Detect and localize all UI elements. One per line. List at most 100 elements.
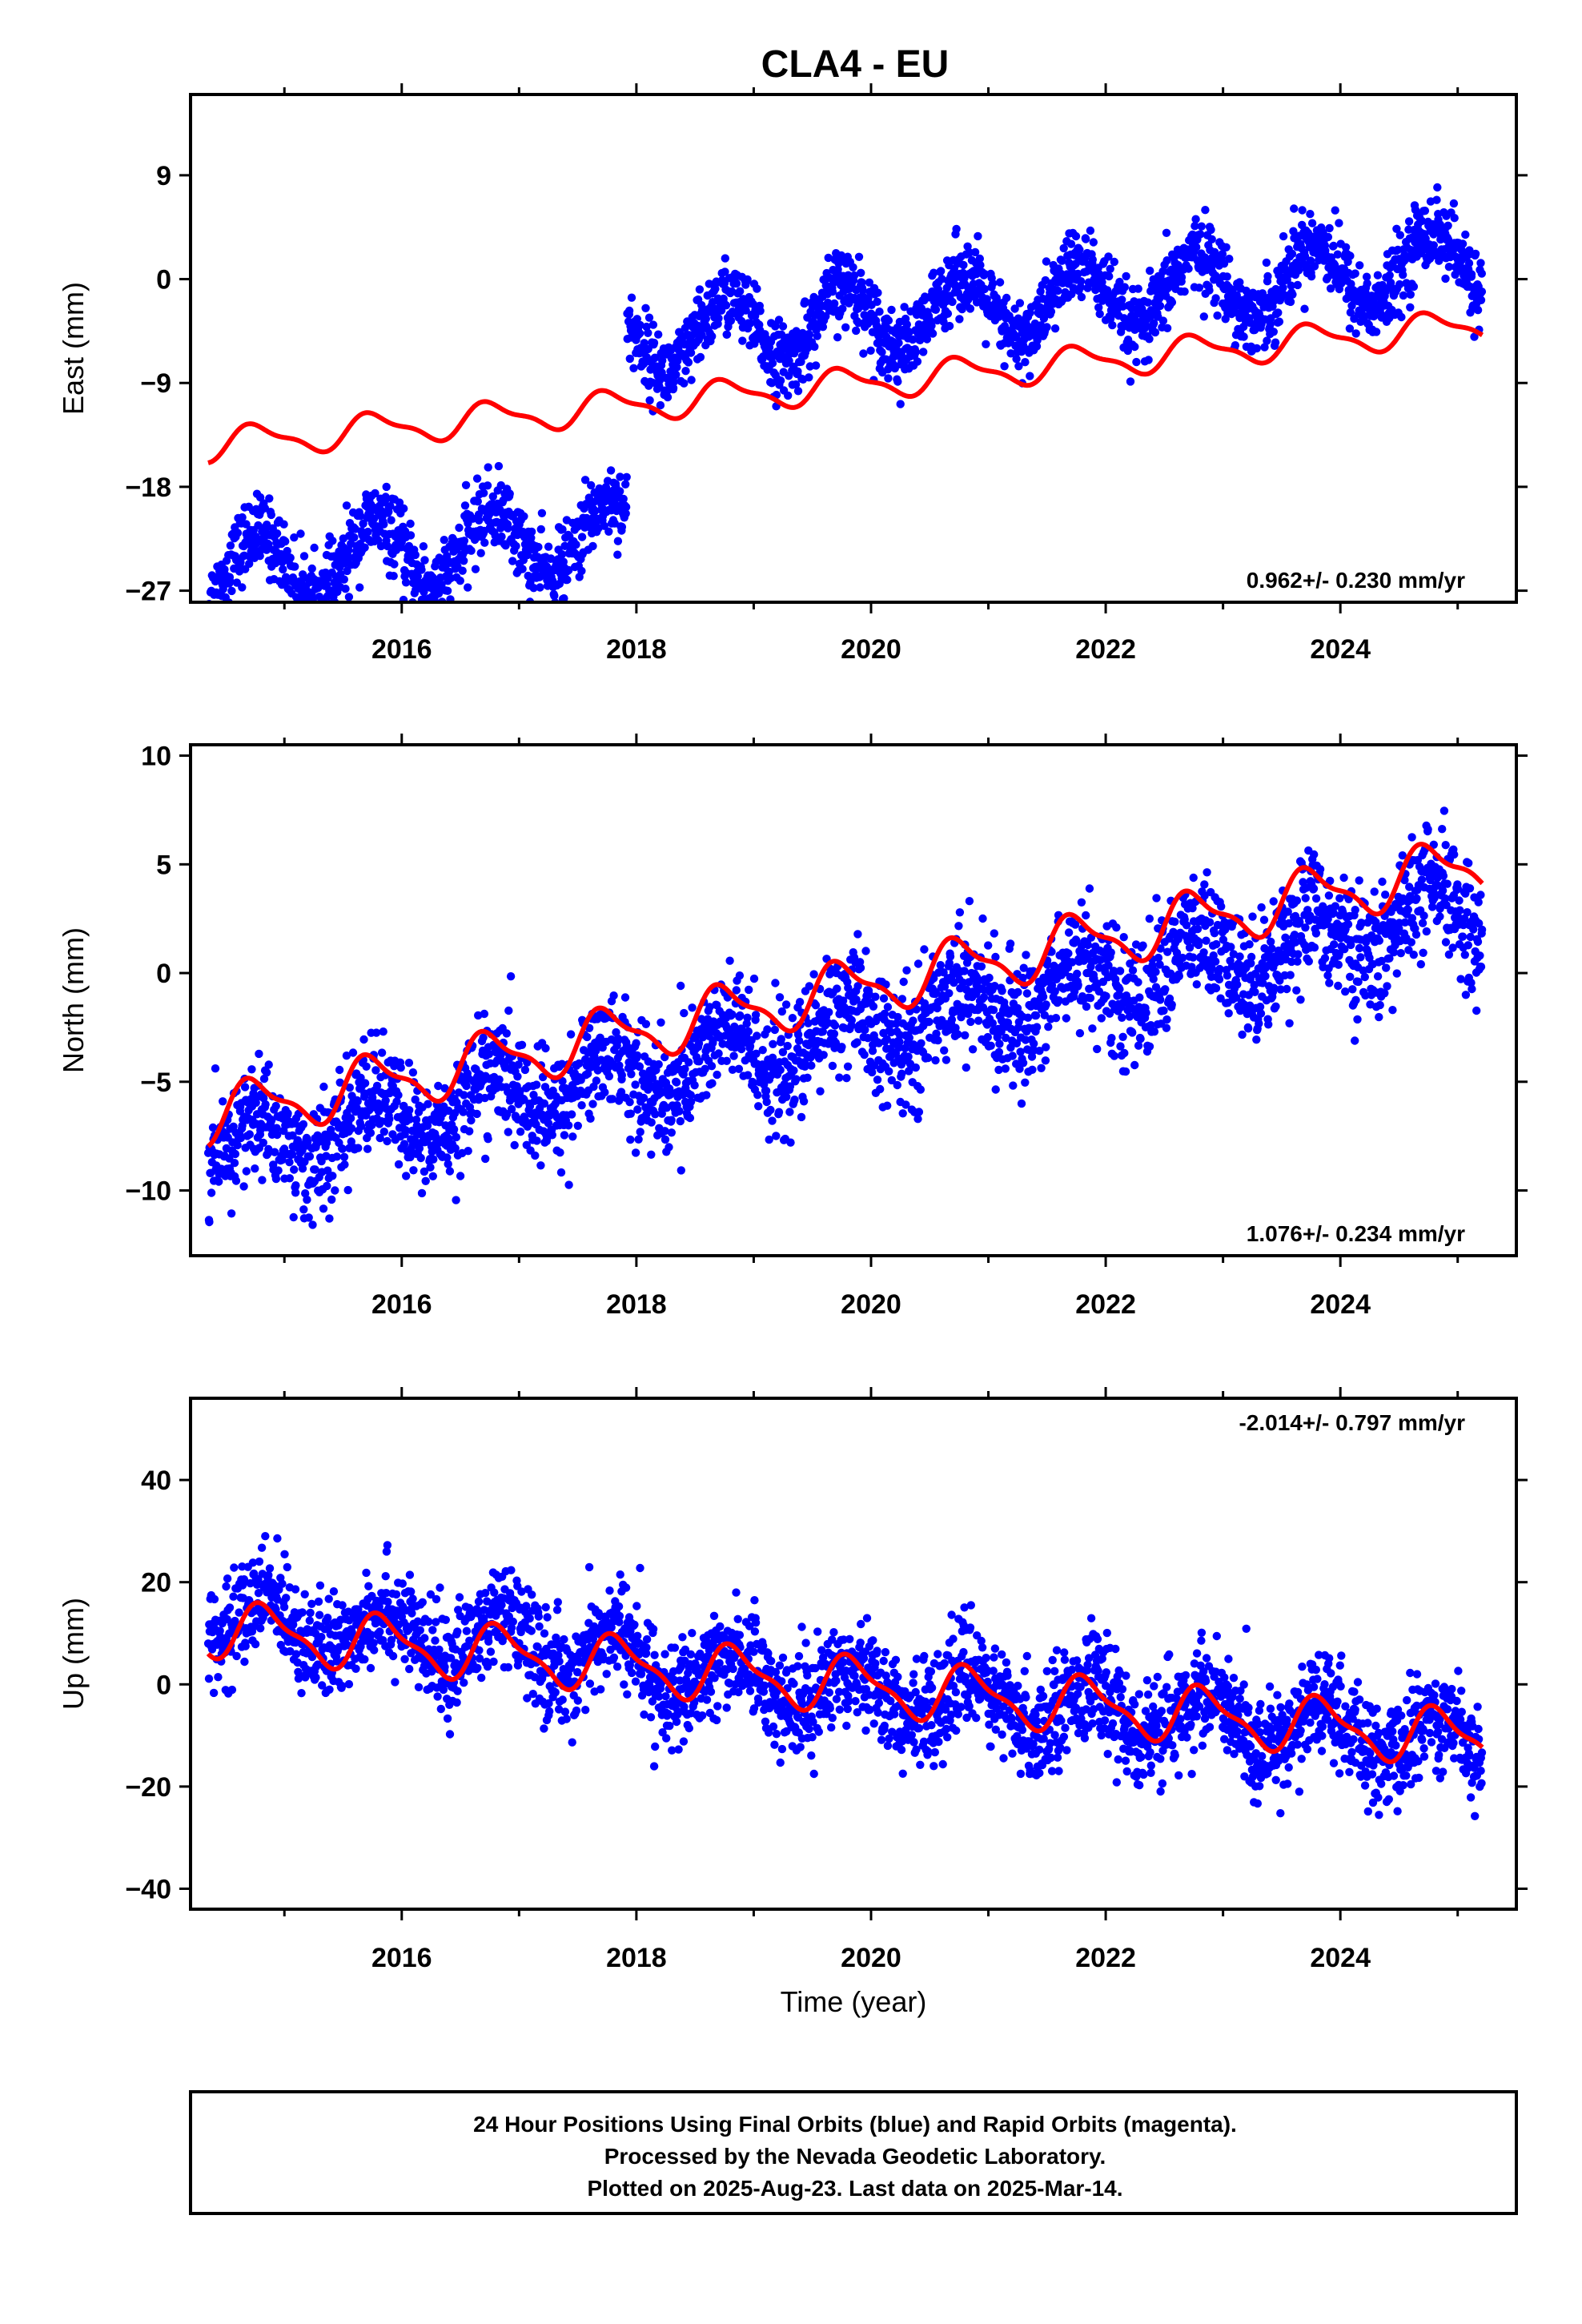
data-point (1162, 324, 1172, 332)
data-point (377, 1048, 387, 1057)
data-point (1158, 316, 1168, 325)
data-point (480, 538, 489, 547)
data-point (1307, 219, 1317, 227)
data-point (1268, 302, 1277, 311)
data-point (721, 301, 731, 310)
data-point (688, 1003, 697, 1012)
data-point (1019, 963, 1028, 972)
data-point (505, 489, 514, 498)
data-point (1163, 947, 1172, 956)
data-point (272, 529, 282, 538)
data-point (456, 1172, 465, 1180)
data-point (449, 1125, 459, 1134)
data-point (1102, 991, 1110, 1001)
data-point (1385, 271, 1394, 279)
data-point (1158, 267, 1167, 275)
data-point (360, 1079, 370, 1088)
data-point (1106, 948, 1115, 957)
data-point (1077, 292, 1086, 302)
data-point (833, 984, 841, 993)
data-point (1290, 204, 1299, 213)
data-point (372, 1081, 382, 1091)
data-point (1406, 303, 1415, 312)
data-point (763, 1025, 772, 1034)
data-point (1085, 884, 1094, 893)
data-point (1021, 358, 1030, 367)
data-point (296, 529, 305, 538)
data-point (1022, 989, 1032, 998)
data-point (451, 1144, 460, 1153)
data-point (347, 1124, 356, 1133)
data-point (1073, 969, 1082, 979)
data-point (1132, 357, 1141, 367)
data-point (1082, 911, 1090, 920)
data-point (1341, 243, 1351, 251)
data-point (459, 1108, 468, 1116)
data-point (544, 1119, 553, 1128)
data-point (621, 509, 630, 518)
data-point (1197, 222, 1207, 231)
data-point (667, 1116, 676, 1124)
data-point (1075, 245, 1084, 254)
data-point (990, 982, 999, 991)
data-point (736, 287, 745, 296)
data-point (1023, 1013, 1033, 1023)
data-point (420, 556, 429, 565)
data-point (1444, 263, 1454, 271)
data-point (728, 1065, 737, 1075)
data-point (1235, 278, 1244, 287)
data-point (853, 1038, 861, 1047)
data-point (1347, 301, 1356, 310)
data-point (945, 321, 954, 331)
data-point (1363, 279, 1371, 288)
data-point (411, 550, 420, 560)
data-point (1028, 1065, 1037, 1075)
data-point (883, 1101, 892, 1110)
data-point (833, 333, 842, 342)
data-point (617, 1071, 626, 1080)
data-point (356, 512, 365, 521)
data-point (368, 1093, 377, 1102)
data-point (897, 995, 907, 1003)
data-point (281, 537, 290, 546)
data-point (536, 583, 544, 592)
data-point (617, 522, 627, 532)
data-point (669, 377, 679, 386)
data-point (989, 1006, 998, 1015)
data-point (661, 1127, 669, 1136)
data-point (917, 304, 926, 313)
data-point (1287, 281, 1295, 290)
data-point (460, 1091, 468, 1100)
data-point (480, 1009, 489, 1019)
data-point (737, 1044, 746, 1054)
data-point (1064, 928, 1074, 937)
data-point (649, 338, 659, 348)
data-point (1167, 1000, 1176, 1009)
data-point (861, 1025, 869, 1035)
data-point (922, 335, 932, 344)
data-point (1279, 231, 1288, 241)
data-point (271, 1101, 280, 1111)
data-point (1006, 349, 1015, 358)
data-point (1050, 987, 1059, 996)
data-point (909, 1016, 917, 1025)
data-point (894, 339, 903, 348)
data-point (672, 370, 681, 380)
data-point (1473, 306, 1483, 315)
data-point (616, 487, 624, 496)
data-point (345, 1083, 354, 1092)
data-point (853, 982, 862, 991)
data-point (556, 1168, 566, 1177)
data-point (386, 501, 395, 511)
data-point (1370, 311, 1379, 320)
data-point (429, 1155, 438, 1164)
data-point (1021, 1078, 1030, 1088)
data-point (847, 1015, 857, 1025)
data-point (217, 1164, 226, 1173)
data-point (301, 1189, 310, 1198)
data-point (824, 253, 833, 263)
data-point (875, 308, 884, 316)
data-point (461, 480, 471, 489)
data-point (238, 583, 247, 592)
data-point (609, 991, 618, 1000)
